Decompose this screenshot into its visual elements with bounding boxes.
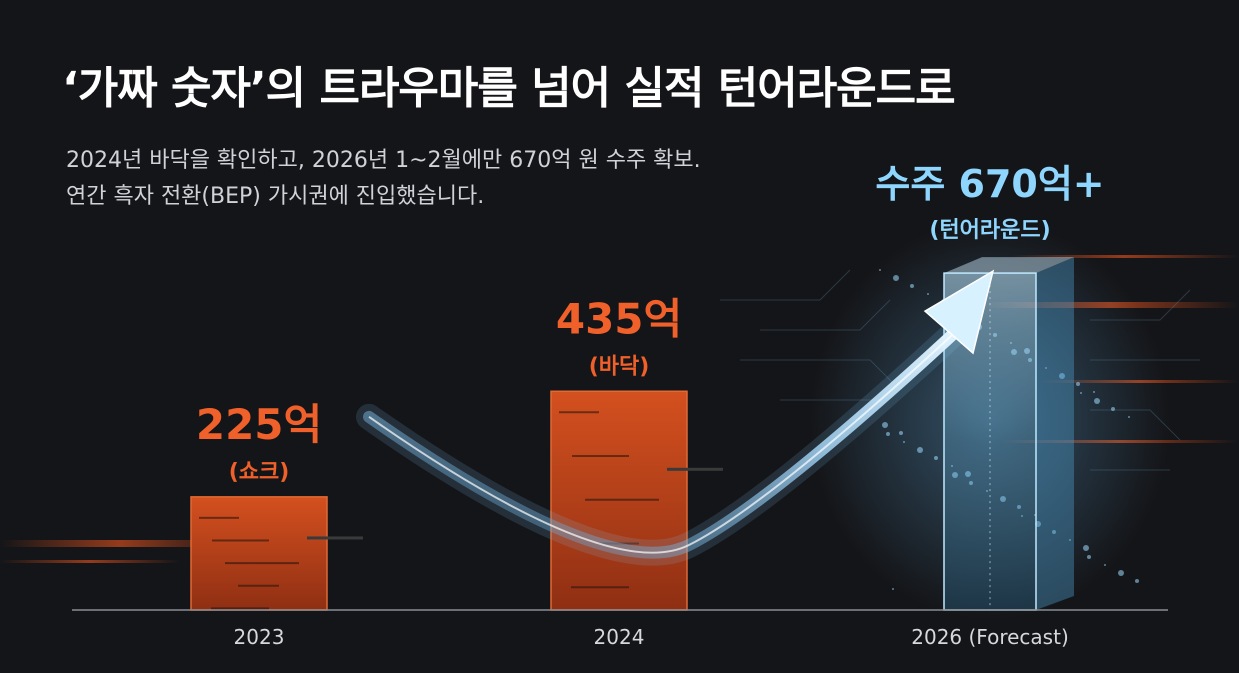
bar-2024 xyxy=(550,390,723,611)
bar-glitch-line xyxy=(585,498,659,501)
glow-particle xyxy=(1083,545,1089,551)
glow-particle xyxy=(1093,391,1095,393)
glow-particle xyxy=(910,284,914,288)
glow-particle xyxy=(879,269,881,271)
bar-forecast-top xyxy=(944,257,1074,274)
bar-2023 xyxy=(190,496,363,611)
glow-particle xyxy=(917,447,923,453)
bar-glitch-line xyxy=(572,455,629,458)
data-labels-group: 225억 (쇼크) 435억 (바닥) 수주 670억+ (턴어라운드) xyxy=(196,162,1105,485)
glow-particle xyxy=(1080,392,1082,394)
circuit-trace xyxy=(1090,409,1181,441)
bar-forecast-side xyxy=(1036,257,1074,610)
bar-glitch-line xyxy=(225,562,299,565)
bar-glitch-line xyxy=(211,607,269,610)
glow-particle xyxy=(1135,579,1139,583)
glow-particle xyxy=(1076,382,1080,386)
bar-glitch-streak xyxy=(307,536,363,540)
trend-arrow-head xyxy=(923,269,995,355)
glow-streak xyxy=(0,540,240,547)
x-tick-label: 2024 xyxy=(594,625,645,649)
glow-particle xyxy=(892,588,894,590)
data-label-value: 수주 670억+ xyxy=(875,162,1104,206)
data-label-note: (턴어라운드) xyxy=(929,218,1050,243)
glow-particle xyxy=(886,432,890,436)
trend-arrow-highlight xyxy=(368,322,966,554)
x-tick-labels: 2023 2024 2026 (Forecast) xyxy=(234,625,1069,649)
bar-glitch-line xyxy=(559,411,599,414)
glow-particle xyxy=(1118,570,1124,576)
data-label-value: 225억 xyxy=(196,400,322,449)
glow-particle xyxy=(1104,564,1106,566)
glow-particle xyxy=(1128,416,1130,418)
glow-streak xyxy=(1010,255,1239,258)
data-label-value: 435억 xyxy=(556,294,682,343)
glow-particle xyxy=(1059,373,1065,379)
x-tick-label: 2026 (Forecast) xyxy=(911,625,1069,649)
x-tick-label: 2023 xyxy=(234,625,285,649)
glow-particle xyxy=(1052,530,1056,534)
glow-particle xyxy=(1045,367,1047,369)
bar xyxy=(190,496,328,611)
glow-particle xyxy=(899,431,903,435)
bar-glitch-line xyxy=(212,539,269,542)
bar-glitch-line xyxy=(199,516,239,519)
data-label-note: (바닥) xyxy=(589,354,650,379)
glow-particle xyxy=(927,293,929,295)
glow-particle xyxy=(1087,555,1091,559)
bar-glitch-line xyxy=(238,584,279,587)
circuit-trace xyxy=(1090,289,1191,321)
circuit-trace xyxy=(740,359,901,391)
glow-particle xyxy=(893,275,899,281)
glow-particle xyxy=(1111,407,1115,411)
glow-streak xyxy=(0,560,180,563)
glow-particle xyxy=(934,456,938,460)
glow-particle xyxy=(1094,398,1100,404)
glow-particle xyxy=(882,422,888,428)
trend-arrow-group xyxy=(356,269,995,566)
glow-particle xyxy=(903,441,905,443)
data-label-note: (쇼크) xyxy=(229,460,290,485)
bar-glitch-line xyxy=(571,586,629,589)
subtitle-line-2: 연간 흑자 전환(BEP) 가시권에 진입했습니다. xyxy=(66,184,485,209)
page-title: ‘가짜 숫자’의 트라우마를 넘어 실적 턴어라운드로 xyxy=(62,63,956,114)
glow-particle xyxy=(1069,539,1071,541)
circuit-trace xyxy=(760,299,891,331)
circuit-trace xyxy=(720,269,851,301)
bar-glitch-streak xyxy=(667,467,723,471)
subtitle-line-1: 2024년 바닥을 확인하고, 2026년 1~2월에만 670억 원 수주 확… xyxy=(66,148,701,173)
